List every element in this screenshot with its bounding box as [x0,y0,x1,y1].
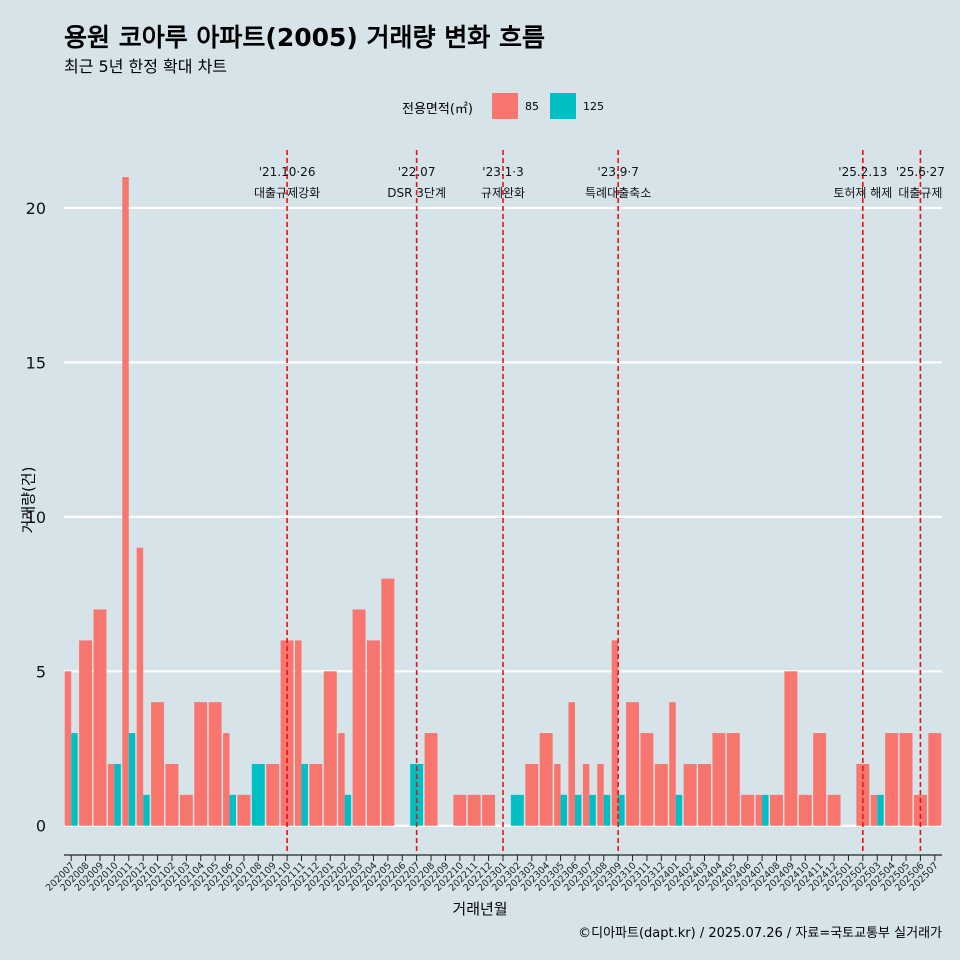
legend-swatch-125 [550,93,576,119]
bar-85 [381,578,395,826]
bar-85 [669,702,676,826]
bar-85 [151,702,165,826]
bar-85 [698,763,711,826]
bar-85 [554,763,561,826]
bar-85 [223,733,230,826]
bar-125 [251,763,265,826]
bar-85 [582,763,590,826]
bar-85 [352,609,366,826]
bar-85 [827,794,841,826]
bar-125 [762,794,769,826]
bar-125 [128,733,136,826]
bar-85 [295,640,302,826]
x-axis-label: 거래년월 [452,900,508,918]
bar-85 [266,763,280,826]
legend-label-125: 125 [583,100,604,113]
bar-85 [525,763,539,826]
bar-85 [122,177,129,826]
bar-85 [467,794,481,826]
bar-125 [877,794,884,826]
bar-125 [510,794,524,826]
chart-subtitle: 최근 5년 한정 확대 차트 [64,57,228,76]
bar-85 [726,733,740,826]
bar-85 [539,733,553,826]
legend: 전용면적(㎡) 85 125 [0,92,960,122]
bar-85 [194,702,208,826]
bar-85 [640,733,654,826]
bar-85 [323,671,337,826]
bar-85 [798,794,812,826]
bar-85 [784,671,798,826]
bar-85 [885,733,899,826]
y-tick-label: 10 [26,508,46,527]
bar-85 [79,640,93,826]
bar-85 [626,702,640,826]
bar-85 [755,794,763,826]
bar-85 [237,794,251,826]
event-label: 특례대출축소 [585,186,651,200]
bar-85 [568,702,575,826]
bar-85 [870,794,878,826]
bar-125 [618,794,625,826]
event-date: '25.2.13 [838,165,887,179]
legend-swatch-85 [492,93,518,119]
bar-85 [366,640,380,826]
bar-85 [453,794,467,826]
bar-125 [589,794,596,826]
event-label: 토허제 해제 [833,186,892,200]
legend-title: 전용면적(㎡) [402,102,473,117]
bar-85 [280,640,294,826]
bar-125 [301,763,308,826]
bar-125 [143,794,150,826]
source-caption: ©디아파트(dapt.kr) / 2025.07.26 / 자료=국토교통부 실… [578,926,942,941]
event-date: '23.9·7 [597,165,638,179]
chart-title: 용원 코아루 아파트(2005) 거래량 변화 흐름 [64,23,545,52]
bar-125 [229,794,237,826]
bar-85 [597,763,604,826]
bar-125 [675,794,683,826]
bar-85 [64,671,72,826]
y-tick-label: 5 [36,662,46,681]
bar-85 [208,702,222,826]
y-axis-label: 거래량(건) [19,466,38,534]
bar-85 [611,640,619,826]
bar-85 [107,763,115,826]
bar-85 [179,794,193,826]
bar-85 [769,794,783,826]
bar-125 [344,794,352,826]
bar-85 [683,763,697,826]
event-label: 대출규제 [898,186,942,200]
bar-125 [603,794,611,826]
event-date: '25.6·27 [896,165,945,179]
event-label: 규제완화 [481,186,525,200]
event-date: '22.07 [398,165,436,179]
y-tick-label: 15 [26,353,46,372]
bar-85 [309,763,323,826]
bar-85 [654,763,668,826]
legend-label-85: 85 [525,100,539,113]
event-date: '21.10·26 [259,165,316,179]
bar-85 [928,733,942,826]
bar-85 [899,733,913,826]
bar-85 [813,733,827,826]
bar-125 [574,794,582,826]
bar-85 [712,733,726,826]
event-label: DSR 3단계 [387,186,446,200]
bar-125 [71,733,78,826]
bar-85 [165,763,179,826]
event-date: '23.1·3 [482,165,523,179]
bar-85 [482,794,496,826]
bar-85 [424,733,438,826]
bar-125 [560,794,568,826]
event-label: 대출규제강화 [254,186,320,200]
bar-85 [338,733,345,826]
bar-85 [93,609,107,826]
bar-85 [136,547,144,826]
y-tick-label: 20 [26,199,46,218]
bar-125 [114,763,121,826]
y-tick-label: 0 [36,817,46,836]
bar-85 [741,794,755,826]
